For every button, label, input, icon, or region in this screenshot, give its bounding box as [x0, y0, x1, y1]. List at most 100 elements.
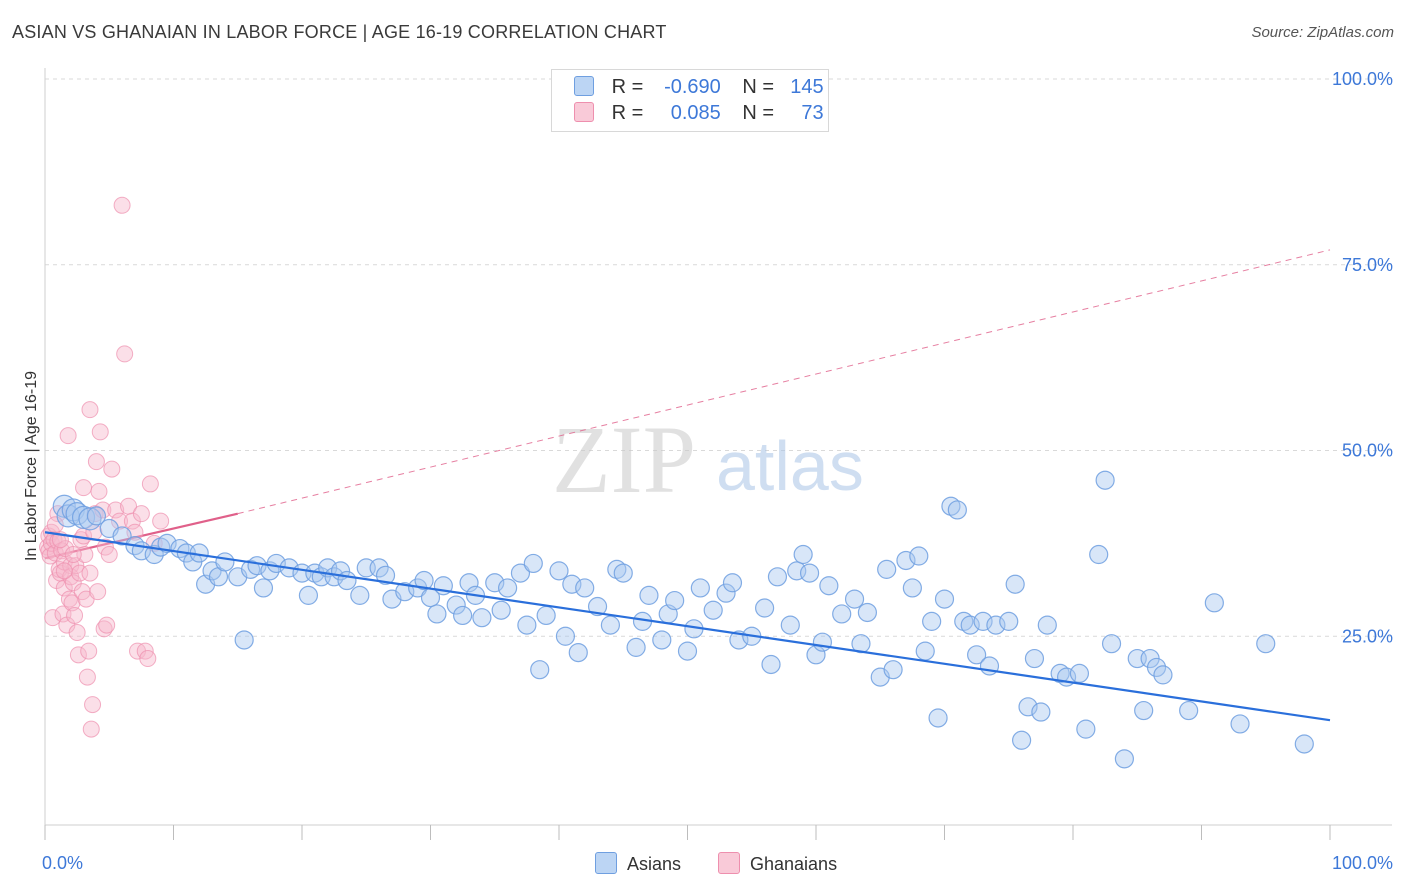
ghanaian-point — [89, 583, 107, 601]
asian-point — [877, 559, 897, 579]
x-tick-label: 100.0% — [1332, 853, 1393, 873]
asian-point — [844, 589, 865, 609]
asian-point — [1031, 702, 1051, 722]
asian-point — [491, 600, 511, 620]
asian-point — [767, 567, 788, 587]
asian-point — [568, 642, 588, 663]
asian-point — [1294, 734, 1314, 754]
x-tick-label: 0.0% — [42, 853, 83, 873]
ghanaian-point — [80, 642, 98, 660]
asian-point — [832, 604, 852, 624]
asian-point — [677, 641, 698, 661]
asian-point — [883, 660, 903, 680]
asian-point — [157, 533, 177, 553]
asian-point — [350, 585, 370, 605]
asian-point — [1179, 700, 1199, 721]
asian-point — [716, 583, 736, 603]
bottom-asians-label: Asians — [627, 854, 682, 874]
asian-point — [234, 630, 254, 650]
asian-point — [446, 595, 466, 615]
bottom-legend-ghanaians: Ghanaians — [718, 852, 837, 875]
asian-point — [562, 574, 582, 594]
asian-point — [1114, 749, 1135, 769]
asian-point — [600, 615, 621, 635]
asian-point — [472, 608, 492, 628]
asian-point — [799, 563, 820, 583]
asian-point — [1256, 634, 1276, 654]
asian-point — [761, 654, 781, 675]
asian-point — [934, 589, 955, 609]
bottom-ghanaians-label: Ghanaians — [750, 854, 838, 874]
asians-n-label: N = — [742, 76, 775, 98]
asian-point — [144, 544, 164, 565]
watermark-atlas: atlas — [716, 427, 864, 505]
ghanaian-point — [139, 650, 157, 668]
ghanaian-point — [123, 512, 141, 530]
asian-point — [517, 615, 537, 635]
legend-row-ghanaians: R = 0.085 N = 73 — [574, 102, 824, 126]
asians-swatch — [574, 76, 594, 96]
ghanaians-swatch — [574, 102, 594, 122]
asian-point — [857, 602, 878, 623]
y-tick-label: 75.0% — [1342, 255, 1393, 275]
asian-point — [1069, 663, 1090, 684]
ghanaian-point — [68, 624, 86, 642]
asian-point — [549, 561, 569, 581]
y-axis-label: In Labor Force | Age 16-19 — [23, 370, 40, 562]
ghanaian-point — [78, 668, 96, 686]
ghanaian-point — [152, 512, 170, 530]
asian-point — [754, 598, 775, 618]
chart-title: ASIAN VS GHANAIAN IN LABOR FORCE | AGE 1… — [12, 22, 667, 42]
ghanaian-point — [63, 594, 81, 612]
ghanaian-point — [59, 427, 77, 445]
asian-point — [427, 604, 447, 624]
ghanaian-point — [82, 720, 100, 738]
asian-point — [703, 600, 723, 620]
asian-point — [960, 615, 980, 635]
asian-point — [1018, 697, 1038, 717]
source-label: Source: ZipAtlas.com — [1251, 24, 1394, 41]
asian-point — [665, 590, 685, 611]
asian-point — [1011, 730, 1032, 750]
legend: R = -0.690 N = 145 R = 0.085 N = 73 — [551, 69, 829, 132]
ghanaian-point — [84, 696, 102, 714]
ghanaian-point — [90, 482, 108, 500]
ghanaian-point — [100, 546, 118, 564]
ghanaian-trend-line — [44, 512, 238, 560]
y-tick-label: 25.0% — [1342, 626, 1393, 646]
asian-point — [922, 611, 942, 631]
asian-point — [1101, 634, 1122, 654]
asian-point — [414, 570, 434, 591]
ghanaians-n-value: 73 — [801, 102, 824, 124]
asian-point — [780, 615, 800, 635]
asian-point — [253, 578, 274, 598]
bottom-legend-asians: Asians — [595, 852, 681, 875]
ghanaian-point — [111, 512, 129, 530]
ghanaian-point — [66, 606, 84, 624]
ghanaians-r-value: 0.085 — [670, 102, 721, 124]
asian-point — [819, 576, 839, 596]
trend-lines — [44, 249, 1331, 560]
asian-point — [986, 615, 1006, 635]
asian-point — [298, 585, 319, 605]
asian-point — [1230, 714, 1250, 734]
asian-point — [1037, 615, 1057, 635]
y-tick-label: 100.0% — [1332, 69, 1393, 89]
asian-point — [587, 596, 608, 617]
asian-point — [266, 553, 286, 574]
asian-point — [1095, 470, 1115, 490]
asian-point — [652, 630, 672, 650]
asian-point — [337, 570, 357, 591]
asian-point — [915, 641, 935, 661]
ghanaian-points — [39, 196, 170, 738]
asian-point — [1076, 719, 1096, 739]
ghanaian-point — [64, 574, 82, 592]
asian-point — [215, 552, 235, 572]
asian-point — [555, 626, 576, 646]
asian-point — [722, 573, 743, 593]
asian-point — [896, 550, 916, 571]
asian-point — [626, 637, 646, 657]
ghanaian-point — [116, 345, 134, 363]
asian-point — [530, 660, 550, 680]
